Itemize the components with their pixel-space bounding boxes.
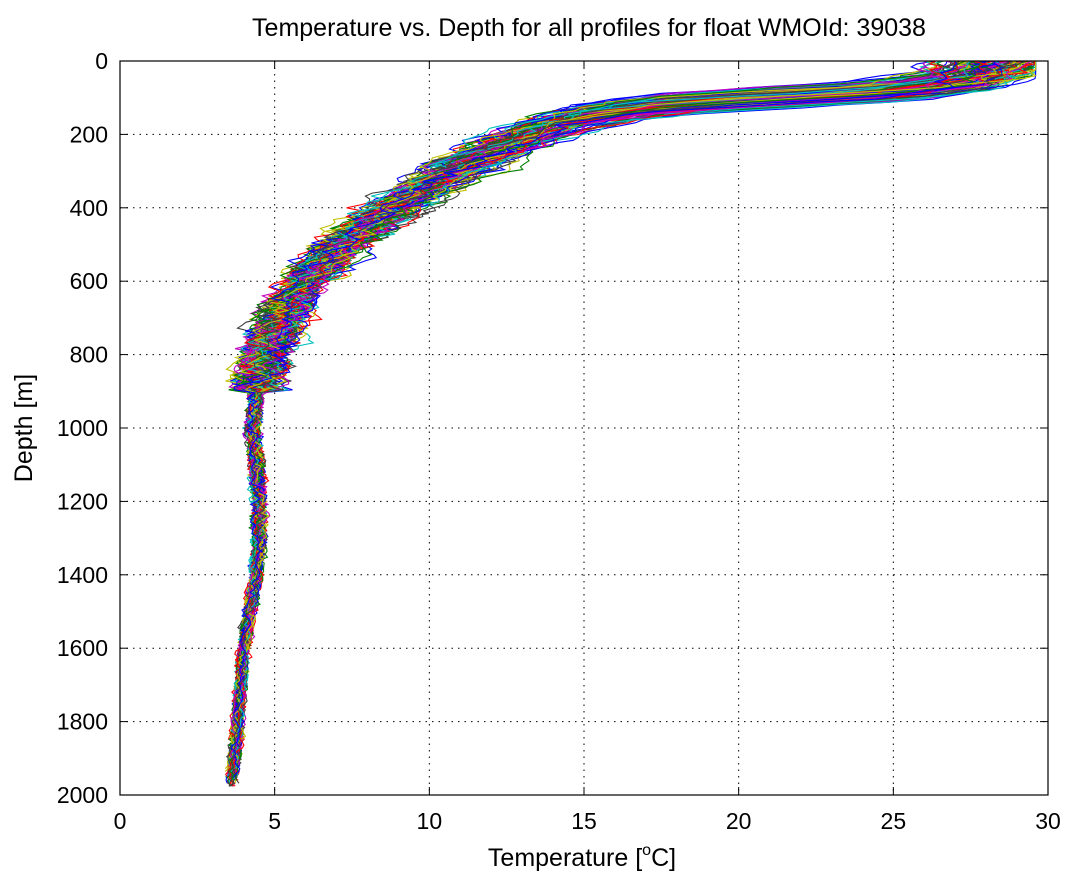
profile-line (230, 61, 1037, 763)
y-tick-labels: 0 200 400 600 800 1000 1200 1400 1600 1800 2000 (57, 48, 108, 808)
x-axis-label-superscript: o (642, 842, 651, 859)
grid (120, 61, 1048, 795)
profile-lines (224, 60, 1037, 787)
y-tick-label: 1000 (57, 415, 108, 441)
ticks (119, 60, 1049, 796)
y-tick-label: 800 (70, 342, 108, 368)
y-tick-label: 1200 (57, 488, 108, 514)
x-tick-label: 5 (268, 808, 281, 834)
profile-line (230, 60, 1025, 787)
y-tick-label: 600 (70, 268, 108, 294)
y-tick-label: 400 (70, 195, 108, 221)
x-tick-label: 15 (571, 808, 597, 834)
y-tick-label: 0 (95, 48, 108, 74)
y-tick-label: 1800 (57, 709, 108, 735)
x-axis-label-main: Temperature [ (488, 844, 642, 872)
x-tick-label: 0 (114, 808, 127, 834)
x-axis-label-suffix: C] (651, 844, 676, 872)
y-tick-label: 1600 (57, 635, 108, 661)
y-tick-label: 200 (70, 121, 108, 147)
x-tick-label: 10 (417, 808, 443, 834)
y-axis-label: Depth [m] (10, 374, 38, 482)
x-tick-label: 20 (726, 808, 752, 834)
profile-line (230, 60, 950, 761)
y-tick-label: 2000 (57, 782, 108, 808)
profile-line (230, 60, 958, 778)
x-tick-label: 25 (881, 808, 907, 834)
x-tick-label: 30 (1035, 808, 1061, 834)
chart-title: Temperature vs. Depth for all profiles f… (252, 14, 926, 42)
x-tick-labels: 0 5 10 15 20 25 30 (114, 808, 1061, 834)
x-axis-label: Temperature [oC] (488, 842, 676, 872)
y-tick-label: 1400 (57, 562, 108, 588)
